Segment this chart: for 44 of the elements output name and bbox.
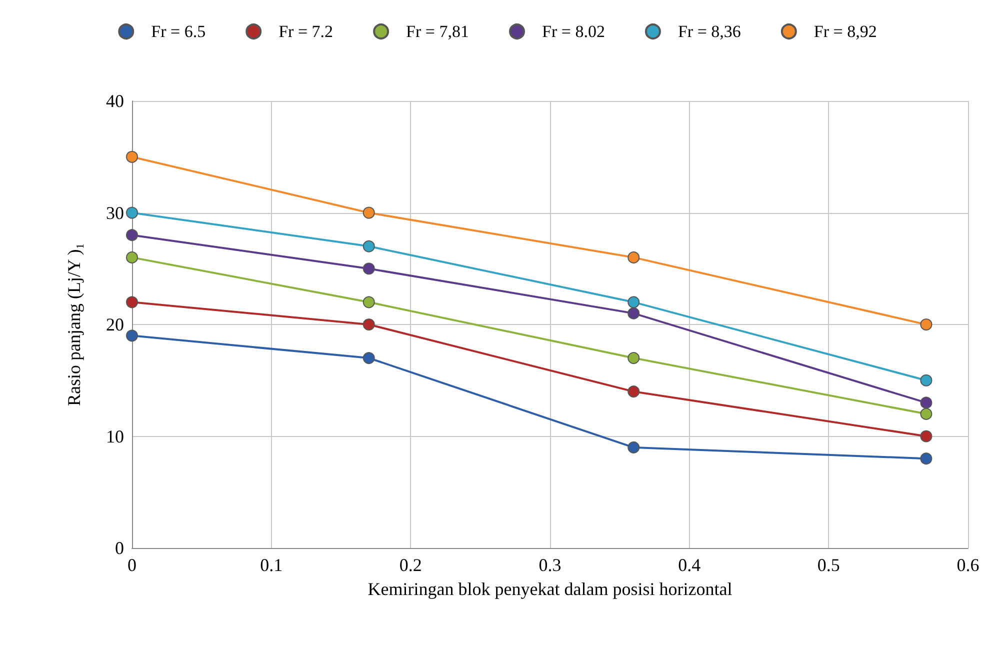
point (920, 396, 932, 409)
point (628, 296, 640, 308)
point (628, 441, 640, 454)
x-tick-label: 0.4 (678, 555, 701, 575)
point (126, 296, 138, 308)
point (362, 240, 375, 252)
point (362, 262, 375, 275)
point (362, 352, 375, 364)
legend-label: Fr = 8,36 (678, 22, 741, 41)
point (126, 150, 138, 163)
point (628, 307, 640, 320)
point (362, 318, 375, 330)
x-axis-title: Kemiringan blok penyekat dalam posisi horizontal (368, 578, 732, 599)
y-axis-title: Rasio panjang (Lj/Y )₁ (64, 242, 84, 406)
x-tick-label: 0.5 (817, 555, 840, 575)
point (920, 374, 932, 386)
y-tick-label: 20 (106, 314, 124, 334)
point (628, 386, 640, 398)
point (920, 430, 932, 442)
point (920, 318, 932, 330)
x-tick-label: 0.3 (538, 555, 562, 575)
y-tick-label: 10 (106, 426, 124, 446)
point (362, 296, 375, 308)
point (126, 229, 138, 242)
x-tick-label: 0.2 (399, 555, 422, 575)
point (920, 452, 932, 465)
legend-label: Fr = 8,92 (814, 22, 877, 41)
point (920, 408, 932, 420)
y-tick-label: 40 (106, 91, 124, 111)
legend-label: Fr = 6.5 (151, 22, 206, 41)
point (628, 352, 640, 364)
legend-label: Fr = 7.2 (278, 22, 334, 41)
y-tick-label: 0 (115, 538, 124, 558)
point (126, 206, 138, 219)
point (126, 251, 138, 264)
y-tick-label: 30 (106, 202, 124, 223)
x-tick-label: 0.1 (260, 555, 283, 575)
x-tick-label: 0 (128, 555, 136, 575)
point (362, 206, 375, 219)
point (126, 330, 138, 342)
legend-label: Fr = 8.02 (542, 22, 605, 41)
x-tick-label: 0.6 (956, 555, 980, 575)
legend-label: Fr = 7,81 (406, 22, 469, 41)
point (628, 251, 640, 264)
